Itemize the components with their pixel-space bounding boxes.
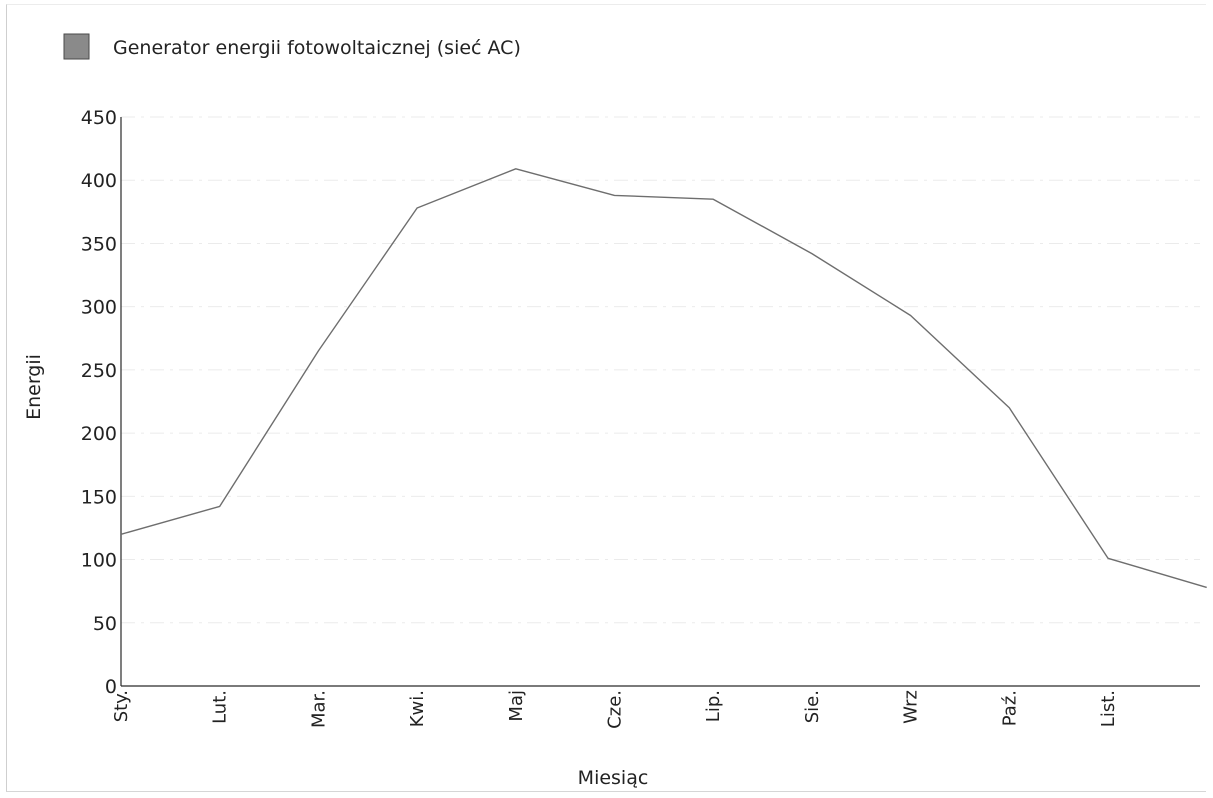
y-tick-label: 50 (93, 613, 117, 635)
y-tick-label: 250 (81, 360, 117, 382)
y-tick-label: 0 (105, 676, 117, 698)
x-tick-label: Sie. (802, 690, 823, 723)
x-tick-label: Lut. (210, 690, 231, 724)
chart-frame: Generator energii fotowoltaicznej (sieć … (6, 4, 1207, 792)
series-line (120, 168, 1207, 589)
x-tick-label: Maj (506, 690, 527, 722)
line-chart: Generator energii fotowoltaicznej (sieć … (23, 33, 1207, 789)
x-tick-label: List. (1098, 690, 1119, 727)
y-axis-title: Energii (23, 354, 45, 420)
legend: Generator energii fotowoltaicznej (sieć … (63, 33, 521, 60)
grid (121, 116, 1200, 624)
x-tick-label: Sty. (111, 690, 132, 722)
x-axis-title: Miesiąc (578, 767, 649, 789)
y-tick-label: 150 (81, 486, 117, 508)
x-tick-label: Kwi. (407, 690, 428, 727)
legend-swatch (63, 33, 90, 60)
y-axis-ticks: 0 50 100 150 200 250 300 350 400 450 (81, 107, 117, 698)
x-tick-label: Mar. (308, 690, 329, 728)
y-tick-label: 300 (81, 297, 117, 319)
y-tick-label: 350 (81, 233, 117, 255)
x-tick-label: Wrz (901, 690, 922, 724)
y-tick-label: 200 (81, 423, 117, 445)
x-tick-label: Lip. (703, 690, 724, 722)
x-tick-label: Paź. (999, 690, 1020, 726)
y-tick-label: 100 (81, 550, 117, 572)
y-tick-label: 450 (81, 107, 117, 129)
y-tick-label: 400 (81, 170, 117, 192)
x-axis-ticks: Sty. Lut. Mar. Kwi. Maj Cze. Lip. Sie. Wrz Paź. Li… (111, 690, 1119, 729)
legend-label: Generator energii fotowoltaicznej (sieć … (113, 37, 521, 59)
x-tick-label: Cze. (605, 690, 626, 729)
